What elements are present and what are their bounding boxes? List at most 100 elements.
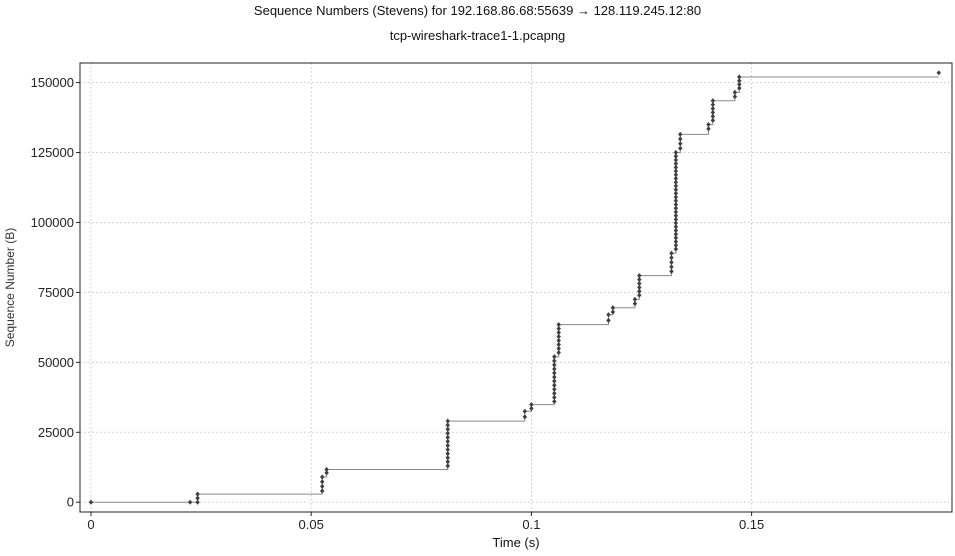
data-point[interactable] <box>556 333 561 340</box>
data-point[interactable] <box>529 401 534 408</box>
data-point[interactable] <box>673 190 679 196</box>
data-point[interactable] <box>320 483 325 489</box>
data-point[interactable] <box>445 442 450 449</box>
data-point[interactable] <box>552 354 557 360</box>
data-point[interactable] <box>706 121 711 128</box>
data-point[interactable] <box>673 179 679 185</box>
data-point[interactable] <box>673 227 679 234</box>
data-point[interactable] <box>673 231 679 237</box>
data-point[interactable] <box>552 382 557 388</box>
data-point[interactable] <box>552 386 557 392</box>
data-point[interactable] <box>710 105 716 112</box>
data-point[interactable] <box>529 405 534 412</box>
data-point[interactable] <box>445 446 450 453</box>
data-point[interactable] <box>710 117 716 123</box>
data-point[interactable] <box>673 209 679 215</box>
data-point[interactable] <box>610 309 616 315</box>
data-point[interactable] <box>673 187 679 193</box>
data-point[interactable] <box>637 280 642 287</box>
data-point[interactable] <box>673 168 679 174</box>
data-point[interactable] <box>445 418 450 424</box>
data-point[interactable] <box>445 455 450 461</box>
data-point[interactable] <box>606 317 611 323</box>
data-point[interactable] <box>669 264 674 270</box>
data-point[interactable] <box>632 300 638 307</box>
data-point[interactable] <box>637 288 642 294</box>
data-point[interactable] <box>637 273 642 279</box>
data-point[interactable] <box>445 438 450 445</box>
data-point[interactable] <box>195 495 200 501</box>
data-point[interactable] <box>445 422 450 428</box>
data-point[interactable] <box>673 175 679 182</box>
data-point[interactable] <box>556 321 561 328</box>
data-point[interactable] <box>669 259 674 265</box>
data-point[interactable] <box>320 488 325 494</box>
data-point[interactable] <box>320 474 325 480</box>
data-point[interactable] <box>669 268 674 275</box>
data-point[interactable] <box>678 141 683 147</box>
data-point[interactable] <box>673 224 679 230</box>
data-point[interactable] <box>606 312 611 318</box>
data-point[interactable] <box>320 479 325 485</box>
data-point[interactable] <box>632 296 638 302</box>
data-point[interactable] <box>710 109 716 116</box>
data-point[interactable] <box>552 390 557 396</box>
data-point[interactable] <box>556 325 561 332</box>
data-point[interactable] <box>673 149 679 156</box>
data-point[interactable] <box>445 434 450 440</box>
data-point[interactable] <box>669 255 674 261</box>
data-point[interactable] <box>673 153 679 159</box>
data-point[interactable] <box>673 213 679 219</box>
data-point[interactable] <box>673 161 679 167</box>
data-point[interactable] <box>678 145 683 151</box>
data-point[interactable] <box>673 235 679 241</box>
data-point[interactable] <box>673 164 679 170</box>
data-point[interactable] <box>706 126 711 132</box>
data-point[interactable] <box>637 284 642 290</box>
data-point[interactable] <box>445 451 450 457</box>
data-point[interactable] <box>637 276 642 283</box>
data-point[interactable] <box>637 292 642 298</box>
data-point[interactable] <box>445 430 450 436</box>
data-point[interactable] <box>673 242 679 248</box>
data-point[interactable] <box>552 366 557 372</box>
data-point[interactable] <box>445 426 450 432</box>
data-point[interactable] <box>673 216 679 222</box>
data-point[interactable] <box>673 246 679 252</box>
data-point[interactable] <box>195 491 200 497</box>
data-point[interactable] <box>678 131 683 137</box>
data-point[interactable] <box>673 194 679 200</box>
data-point[interactable] <box>556 337 561 344</box>
data-point[interactable] <box>678 136 683 142</box>
data-point[interactable] <box>552 358 557 364</box>
data-point[interactable] <box>732 93 738 100</box>
data-point[interactable] <box>187 499 193 505</box>
data-point[interactable] <box>936 70 941 76</box>
data-point[interactable] <box>710 113 716 120</box>
data-point[interactable] <box>669 250 674 256</box>
data-point[interactable] <box>195 499 200 505</box>
data-point[interactable] <box>610 305 616 311</box>
data-point[interactable] <box>522 408 528 414</box>
data-point[interactable] <box>673 239 679 245</box>
data-point[interactable] <box>324 470 329 476</box>
data-point[interactable] <box>88 499 94 505</box>
data-point[interactable] <box>673 201 679 208</box>
data-point[interactable] <box>522 414 528 420</box>
data-point[interactable] <box>673 220 679 226</box>
data-point[interactable] <box>737 81 742 88</box>
data-point[interactable] <box>552 398 557 405</box>
data-point[interactable] <box>552 394 557 401</box>
data-point[interactable] <box>673 157 679 163</box>
data-point[interactable] <box>324 466 329 473</box>
data-point[interactable] <box>556 349 561 356</box>
data-point[interactable] <box>737 85 742 91</box>
data-point[interactable] <box>552 374 557 380</box>
data-point[interactable] <box>445 459 450 465</box>
data-point[interactable] <box>552 378 557 384</box>
data-point[interactable] <box>556 329 561 336</box>
data-point[interactable] <box>737 74 742 80</box>
data-point[interactable] <box>556 341 561 348</box>
data-point[interactable] <box>732 89 738 95</box>
